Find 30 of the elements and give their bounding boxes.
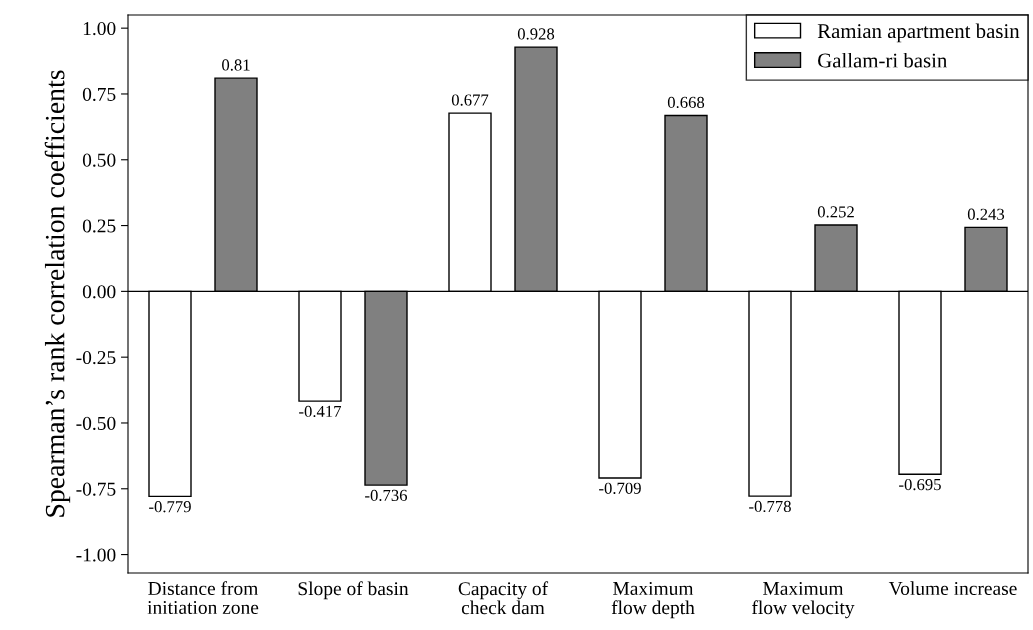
data-label: -0.736: [365, 489, 408, 502]
x-tick-label: Volume increase: [888, 581, 1017, 596]
y-axis-title: Spearman’s rank correlation coefficients: [44, 70, 71, 517]
data-label: 0.928: [517, 28, 555, 40]
y-tick-label: -1.00: [76, 548, 116, 562]
y-tick-label: 0.25: [82, 219, 116, 233]
data-label: -0.695: [899, 478, 941, 491]
data-label: 0.252: [817, 206, 854, 218]
data-label: 0.668: [667, 96, 705, 109]
x-tick-label: Maximum flow velocity: [752, 581, 855, 619]
data-label: -0.709: [599, 482, 641, 494]
data-label: -0.779: [149, 501, 191, 513]
data-label: 0.677: [451, 94, 489, 106]
x-tick-label: Maximum flow depth: [611, 581, 695, 619]
y-tick-label: -0.50: [76, 416, 116, 430]
y-tick-label: 0.50: [82, 153, 116, 167]
y-tick-label: 0.75: [82, 87, 116, 101]
x-tick-label: Capacity of check dam: [458, 581, 549, 615]
data-label: 0.81: [222, 59, 250, 71]
y-tick-label: -0.75: [76, 482, 116, 496]
y-tick-label: 0.00: [82, 285, 116, 299]
x-tick-label: Slope of basin: [298, 581, 409, 600]
data-label: -0.417: [299, 405, 342, 418]
x-tick-label: Distance from initiation zone: [147, 581, 259, 614]
data-label: 0.243: [967, 208, 1005, 220]
legend-label: Gallam-ri basin: [818, 52, 948, 68]
y-tick-label: 1.00: [83, 21, 116, 36]
y-tick-label: -0.25: [76, 350, 116, 365]
data-label: -0.778: [749, 500, 791, 513]
legend-label: Ramian apartment basin: [817, 23, 1020, 43]
